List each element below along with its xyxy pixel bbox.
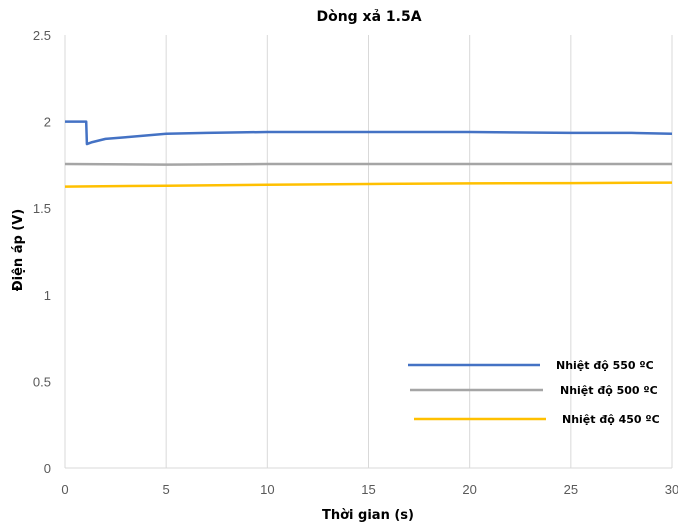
series-line-1 <box>64 162 672 166</box>
grid <box>64 35 673 469</box>
x-axis-ticks: 0 5 10 15 20 25 30 <box>61 482 678 497</box>
legend-label-1: Nhiệt độ 500 ºC <box>560 384 658 397</box>
y-axis-label: Điện áp (V) <box>11 209 26 292</box>
y-tick-label-1: 0.5 <box>33 374 51 389</box>
x-tick-label-4: 20 <box>462 482 476 497</box>
legend: Nhiệt độ 550 ºC Nhiệt độ 500 ºC Nhiệt độ 4… <box>408 359 660 426</box>
x-tick-label-5: 25 <box>564 482 578 497</box>
y-tick-label-3: 1.5 <box>33 201 51 216</box>
y-tick-label-0: 0 <box>44 461 51 476</box>
x-tick-label-0: 0 <box>61 482 68 497</box>
x-tick-label-1: 5 <box>163 482 170 497</box>
legend-label-2: Nhiệt độ 450 ºC <box>562 413 660 426</box>
series-line-2 <box>64 181 673 188</box>
x-tick-label-3: 15 <box>361 482 375 497</box>
series-lines <box>64 120 673 188</box>
legend-label-0: Nhiệt độ 550 ºC <box>556 359 654 372</box>
x-tick-label-2: 10 <box>260 482 274 497</box>
x-tick-label-6: 30 <box>665 482 678 497</box>
y-tick-label-4: 2 <box>44 115 51 130</box>
chart-title: Dòng xả 1.5A <box>316 9 421 25</box>
x-axis-label: Thời gian (s) <box>322 508 414 523</box>
y-tick-label-5: 2.5 <box>33 28 51 43</box>
y-tick-label-2: 1 <box>44 288 51 303</box>
y-axis-ticks: 0 0.5 1 1.5 2 2.5 <box>33 28 51 476</box>
series-line-0 <box>65 120 673 146</box>
